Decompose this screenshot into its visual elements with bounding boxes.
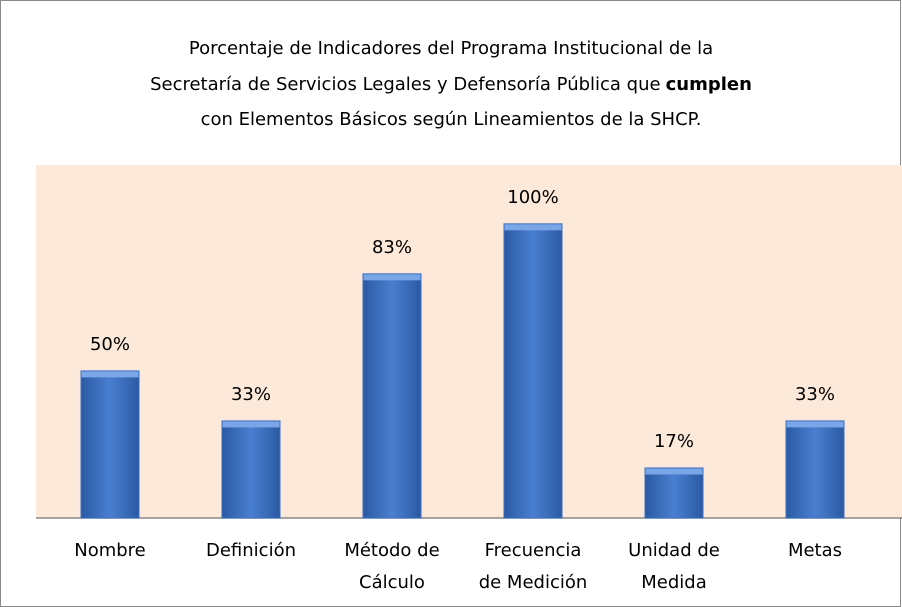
plot-area [36,165,902,518]
bar-bevel [645,468,703,475]
bar [362,273,422,519]
x-tick-label: Método de [344,540,439,561]
bar [644,467,704,519]
x-tick-label: Nombre [74,540,146,561]
bar-bevel [222,421,280,428]
chart-title-part: Secretaría de Servicios Legales y Defens… [150,74,661,95]
x-tick-label: Definición [206,540,296,561]
chart-title: con Elementos Básicos según Lineamientos… [201,109,702,130]
value-label: 100% [507,187,558,208]
bar [785,420,845,519]
x-tick-label: Unidad de [628,540,720,561]
bar [503,223,563,519]
value-label: 17% [654,431,694,452]
bar [80,370,140,519]
x-tick-label: Metas [788,540,842,561]
value-label: 83% [372,237,412,258]
value-label: 33% [795,384,835,405]
value-label: 50% [90,334,130,355]
bar-bevel [81,371,139,378]
bar [221,420,281,519]
value-label: 33% [231,384,271,405]
x-tick-label: Frecuencia [485,540,582,561]
chart-title-bold: cumplen [666,74,752,95]
x-tick-label: Medida [641,572,707,593]
x-tick-label: Cálculo [359,572,425,593]
chart-title: Porcentaje de Indicadores del Programa I… [189,38,713,59]
chart-title: Secretaría de Servicios Legales y Defens… [150,74,752,95]
x-tick-label: de Medición [479,572,588,593]
bar-bevel [504,224,562,231]
bar-bevel [786,421,844,428]
bar-bevel [363,274,421,281]
